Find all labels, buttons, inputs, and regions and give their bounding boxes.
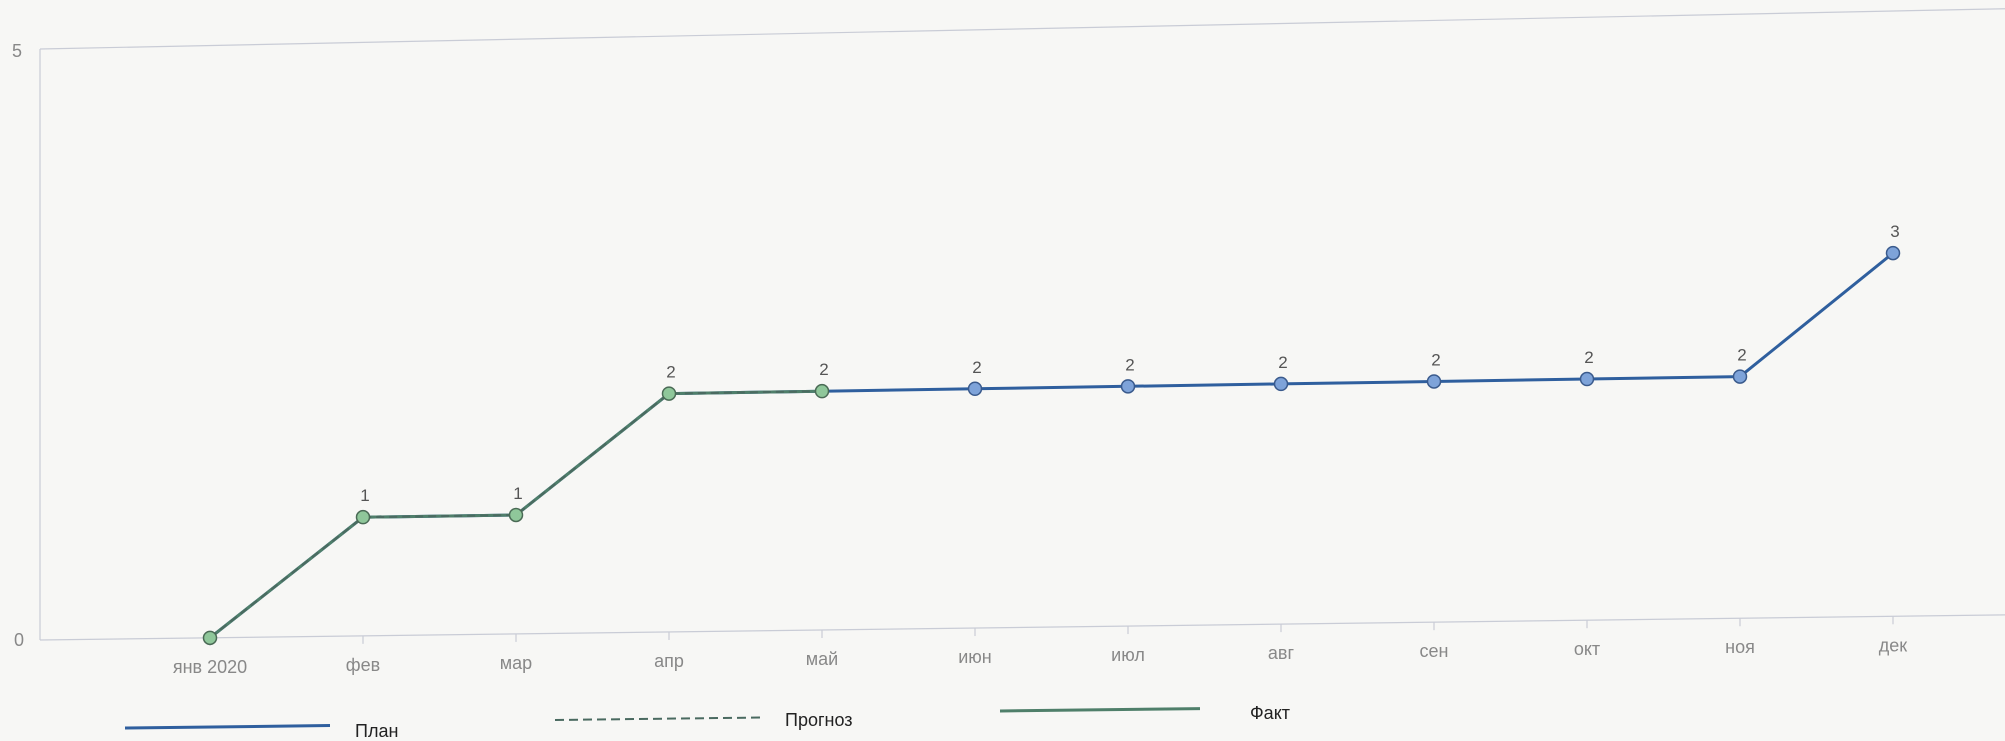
series-markers bbox=[202, 245, 1901, 646]
chart-legend: План Прогноз Факт bbox=[124, 703, 1290, 741]
data-label: 2 bbox=[1431, 350, 1440, 369]
x-tick-label: мар bbox=[500, 653, 532, 673]
x-tick-label: май bbox=[806, 649, 838, 669]
chart-axes: 0 5 янв 2020 фев мар апр май июн июл авг сен окт ноя… bbox=[12, 8, 2005, 677]
x-tick-label: фев bbox=[346, 655, 380, 675]
data-point bbox=[1273, 376, 1289, 392]
data-point bbox=[967, 381, 983, 397]
legend-label: Прогноз bbox=[785, 710, 853, 730]
series-line-solid bbox=[209, 251, 1894, 639]
data-point bbox=[202, 630, 218, 646]
data-label: 2 bbox=[819, 360, 828, 379]
legend-label: План bbox=[355, 721, 398, 741]
data-label: 2 bbox=[1125, 355, 1134, 374]
x-tick-label: июл bbox=[1111, 645, 1145, 665]
data-label: 3 bbox=[1890, 222, 1899, 241]
x-tick-label: янв 2020 bbox=[173, 657, 247, 677]
data-label: 1 bbox=[360, 486, 369, 505]
data-label: 2 bbox=[1278, 353, 1287, 372]
x-tick-label: сен bbox=[1420, 641, 1449, 661]
point-labels: 1 1 2 2 2 2 2 2 2 2 3 bbox=[360, 222, 1899, 505]
y-tick-label: 5 bbox=[12, 41, 22, 61]
data-point bbox=[814, 383, 830, 399]
data-point bbox=[661, 386, 677, 401]
data-point bbox=[1579, 371, 1595, 387]
series-lines bbox=[209, 251, 1894, 639]
data-point bbox=[355, 509, 371, 525]
legend-label: Факт bbox=[1250, 703, 1290, 723]
data-label: 2 bbox=[972, 358, 981, 377]
x-tick-label: июн bbox=[958, 647, 992, 667]
x-tick-label: ноя bbox=[1725, 637, 1755, 657]
legend-swatch bbox=[999, 707, 1201, 713]
data-label: 1 bbox=[513, 484, 522, 503]
data-point bbox=[1120, 379, 1136, 394]
data-point bbox=[508, 507, 524, 523]
legend-swatch bbox=[554, 716, 761, 721]
y-tick-label: 0 bbox=[14, 630, 24, 650]
data-label: 2 bbox=[1737, 346, 1746, 365]
x-tick-label: дек bbox=[1879, 635, 1908, 655]
x-axis-line bbox=[39, 614, 2005, 641]
legend-swatch bbox=[124, 724, 331, 730]
x-tick-label: апр bbox=[654, 651, 684, 671]
data-point bbox=[1732, 369, 1748, 384]
data-label: 2 bbox=[1584, 348, 1593, 367]
data-label: 2 bbox=[666, 363, 675, 382]
data-point bbox=[1885, 245, 1901, 261]
y-max-gridline bbox=[39, 8, 2005, 50]
x-tick-label: окт bbox=[1574, 639, 1600, 659]
x-tick-label: авг bbox=[1268, 643, 1295, 663]
data-point bbox=[1426, 374, 1442, 389]
